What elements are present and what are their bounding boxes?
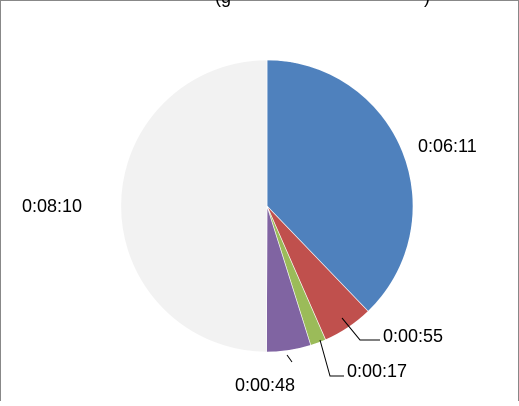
slice-data-label: 0:00:48 [235,375,295,395]
pie-leader-lines [286,317,380,377]
leader-line [341,317,380,341]
pie-slice [120,59,268,353]
leader-line [319,339,344,377]
slice-data-label: 0:08:10 [22,196,82,216]
pie-slice [266,59,414,312]
slice-data-label: 0:00:17 [347,361,407,381]
slice-data-label: 0:00:55 [383,326,443,346]
slice-data-label: 0:06:11 [418,136,477,156]
pie-slices [120,59,414,353]
chart-title-fragment-left: (g [215,0,231,7]
leader-line [286,354,293,363]
pie-data-labels: 0:06:11 0:00:55 0:00:17 0:00:48 0:08:10 [22,136,477,395]
chart-title-fragment-right: ) [424,0,430,7]
